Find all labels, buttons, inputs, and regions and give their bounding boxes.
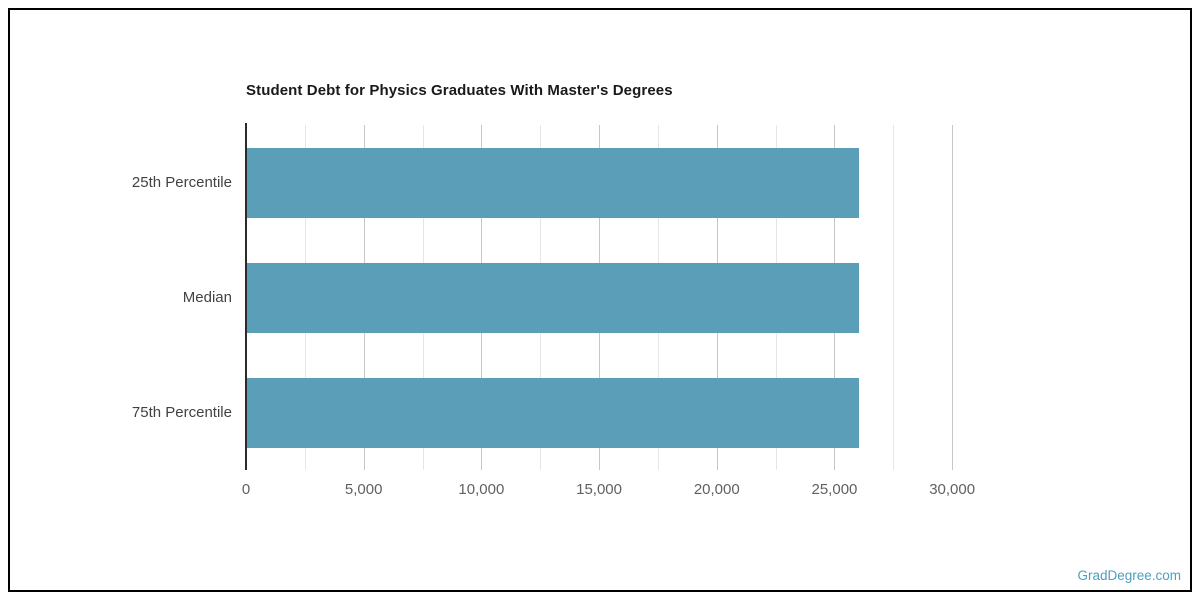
bar-75th-percentile [247,378,859,448]
watermark-link[interactable]: GradDegree.com [1077,568,1181,583]
major-gridline [952,125,953,470]
category-label: 75th Percentile [131,404,232,421]
y-axis-line [245,123,247,470]
x-tick-label: 10,000 [458,481,505,498]
minor-gridline [893,125,894,470]
plot-area [246,125,1011,470]
bar-25th-percentile [247,148,859,218]
category-label: 25th Percentile [131,174,232,191]
x-tick-label: 5,000 [344,481,383,498]
category-label: Median [182,289,232,306]
x-tick-label: 30,000 [929,481,976,498]
x-tick-label: 15,000 [576,481,622,498]
x-tick-label: 25,000 [811,481,858,498]
chart-title: Student Debt for Physics Graduates With … [246,82,673,99]
x-tick-label: 0 [241,481,251,498]
bar-median [247,263,859,333]
x-tick-label: 20,000 [693,481,740,498]
